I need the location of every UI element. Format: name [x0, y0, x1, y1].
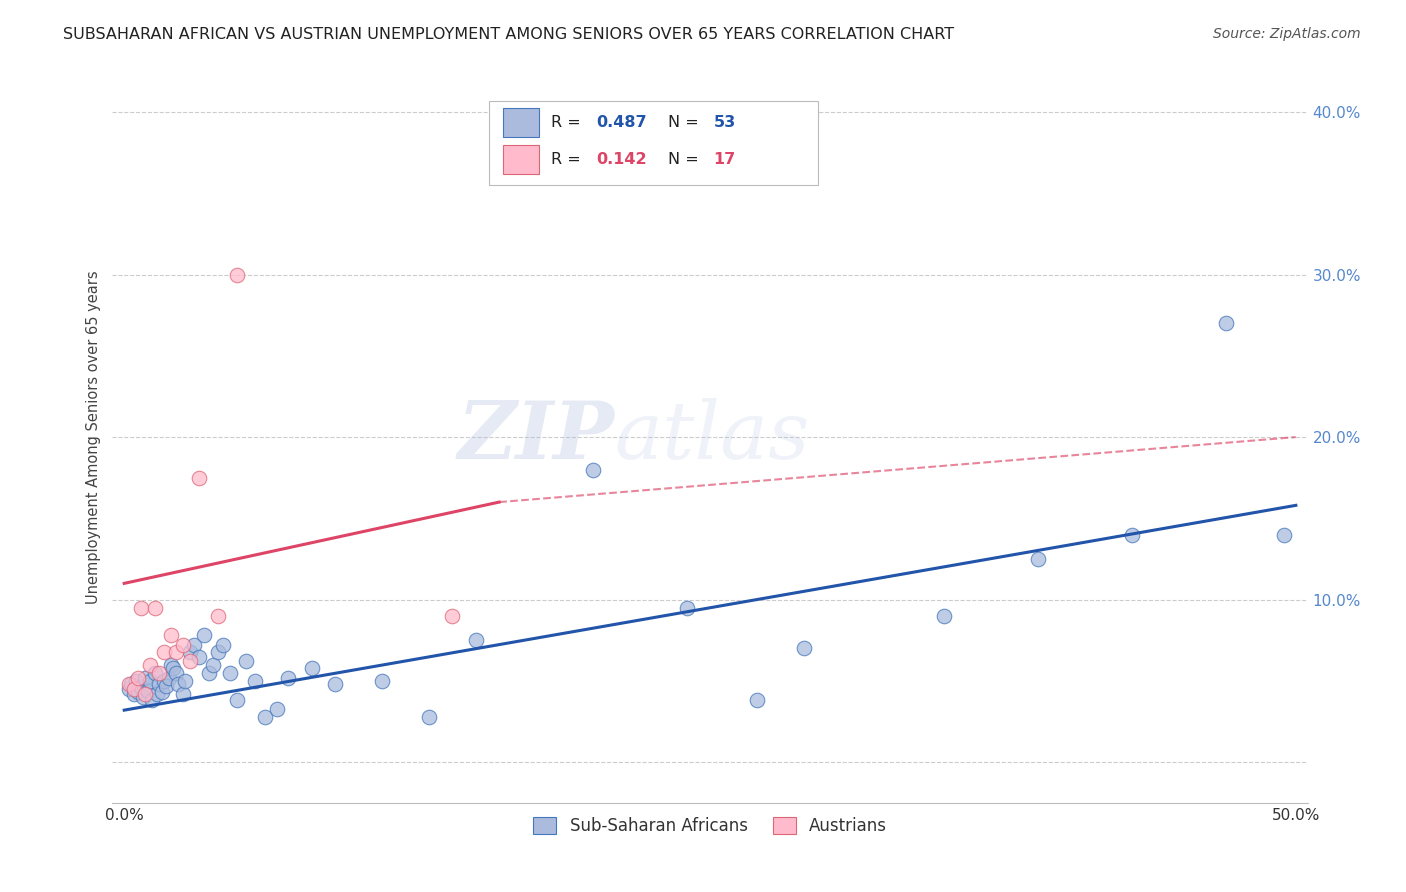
- Point: [793, 641, 815, 656]
- Text: atlas: atlas: [614, 399, 810, 475]
- Point: [207, 608, 229, 623]
- Text: Source: ZipAtlas.com: Source: ZipAtlas.com: [1213, 27, 1361, 41]
- Point: [139, 657, 162, 672]
- Point: [172, 638, 194, 652]
- Text: 0.142: 0.142: [596, 153, 647, 167]
- Point: [179, 654, 201, 668]
- Point: [139, 673, 162, 688]
- Point: [160, 657, 183, 672]
- Point: [301, 661, 323, 675]
- Text: SUBSAHARAN AFRICAN VS AUSTRIAN UNEMPLOYMENT AMONG SENIORS OVER 65 YEARS CORRELAT: SUBSAHARAN AFRICAN VS AUSTRIAN UNEMPLOYM…: [63, 27, 955, 42]
- Point: [127, 671, 149, 685]
- Point: [183, 638, 205, 652]
- Point: [193, 628, 215, 642]
- Point: [675, 600, 697, 615]
- Point: [127, 685, 149, 699]
- Text: R =: R =: [551, 115, 586, 130]
- Point: [211, 638, 233, 652]
- Y-axis label: Unemployment Among Seniors over 65 years: Unemployment Among Seniors over 65 years: [86, 270, 101, 604]
- Point: [218, 665, 240, 680]
- Point: [441, 608, 464, 623]
- Legend: Sub-Saharan Africans, Austrians: Sub-Saharan Africans, Austrians: [526, 811, 894, 842]
- FancyBboxPatch shape: [489, 101, 818, 185]
- Point: [323, 677, 346, 691]
- Point: [162, 661, 184, 675]
- Text: N =: N =: [668, 115, 704, 130]
- Point: [1215, 316, 1237, 330]
- Point: [235, 654, 257, 668]
- Point: [129, 681, 152, 695]
- Point: [165, 665, 187, 680]
- Point: [146, 687, 169, 701]
- Bar: [503, 108, 538, 137]
- Point: [141, 693, 163, 707]
- Point: [188, 471, 211, 485]
- Point: [153, 673, 176, 688]
- Point: [277, 671, 299, 685]
- Point: [155, 679, 177, 693]
- Point: [225, 268, 247, 282]
- Point: [157, 671, 180, 685]
- Point: [160, 628, 183, 642]
- Text: 0.487: 0.487: [596, 115, 647, 130]
- Point: [165, 645, 187, 659]
- Point: [197, 665, 219, 680]
- Point: [134, 687, 156, 701]
- Point: [418, 709, 440, 723]
- Point: [172, 687, 194, 701]
- Text: R =: R =: [551, 153, 586, 167]
- Point: [225, 693, 247, 707]
- Point: [188, 649, 211, 664]
- Point: [371, 673, 394, 688]
- Point: [1121, 527, 1143, 541]
- Point: [136, 683, 159, 698]
- Point: [253, 709, 276, 723]
- Bar: [503, 145, 538, 174]
- Text: ZIP: ZIP: [457, 399, 614, 475]
- Point: [934, 608, 956, 623]
- Text: N =: N =: [668, 153, 704, 167]
- Point: [125, 673, 148, 688]
- Point: [1272, 527, 1295, 541]
- Point: [464, 633, 486, 648]
- Text: 53: 53: [714, 115, 735, 130]
- Point: [122, 681, 145, 696]
- Point: [148, 665, 170, 680]
- Point: [118, 677, 141, 691]
- Point: [134, 671, 156, 685]
- Point: [245, 673, 267, 688]
- Point: [143, 600, 166, 615]
- Point: [745, 693, 768, 707]
- Point: [174, 673, 197, 688]
- Point: [167, 677, 190, 691]
- Point: [153, 645, 176, 659]
- Point: [120, 677, 142, 691]
- Point: [132, 690, 155, 705]
- Point: [179, 645, 201, 659]
- Point: [1026, 552, 1049, 566]
- Point: [129, 600, 152, 615]
- Point: [150, 685, 173, 699]
- Point: [582, 462, 605, 476]
- Point: [118, 681, 141, 696]
- Point: [266, 701, 288, 715]
- Point: [143, 665, 166, 680]
- Point: [207, 645, 229, 659]
- Text: 17: 17: [714, 153, 735, 167]
- Point: [148, 677, 170, 691]
- Point: [202, 657, 225, 672]
- Point: [122, 687, 145, 701]
